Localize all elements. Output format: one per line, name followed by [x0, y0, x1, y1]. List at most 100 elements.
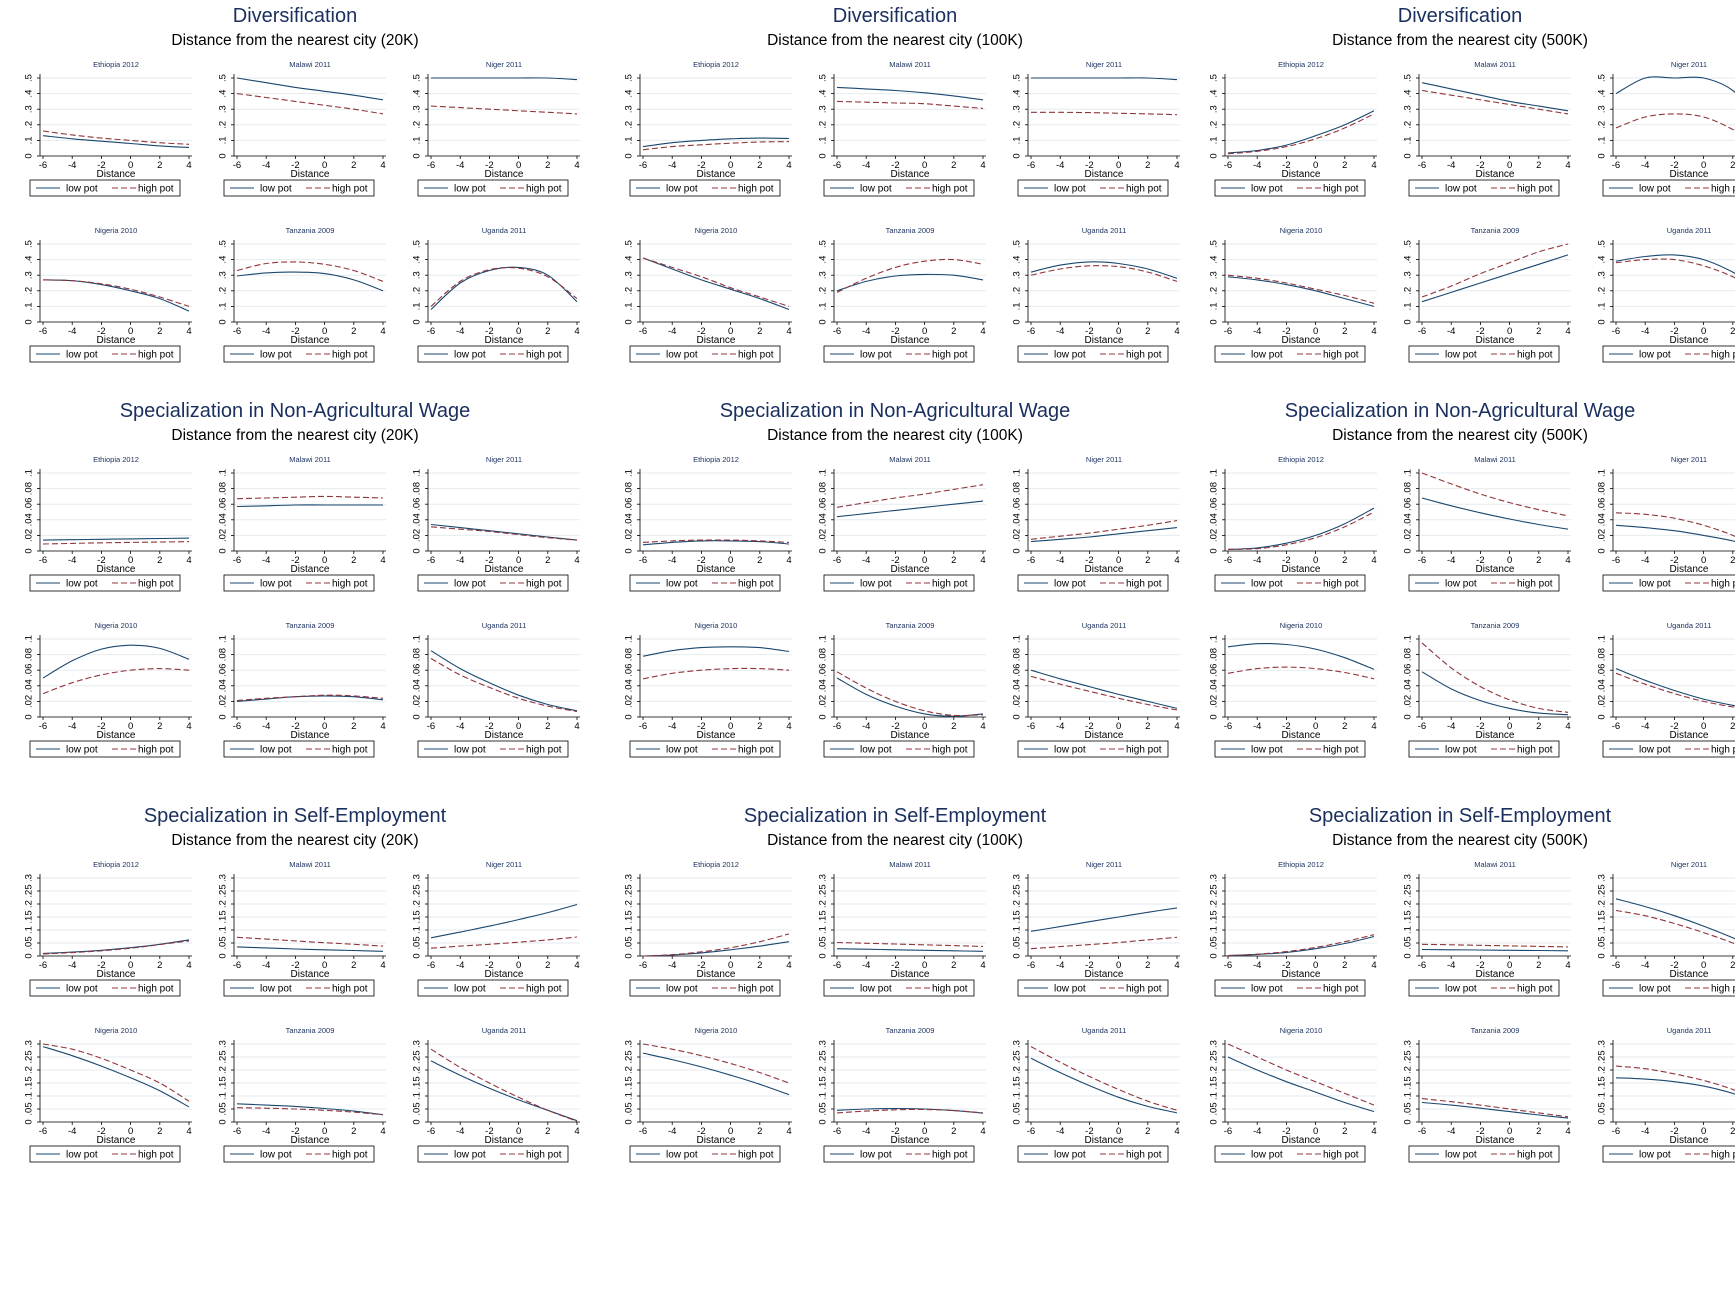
- y-tick-label: .2: [1596, 900, 1607, 908]
- panel-uganda-2011: Uganda 20110.1.2.3.4.5-6-4-2024Distancel…: [1583, 224, 1735, 407]
- panel-title: Tanzania 2009: [1471, 621, 1520, 630]
- panel-title: Malawi 2011: [289, 60, 331, 69]
- y-tick-label: .3: [23, 271, 34, 279]
- y-tick-label: .2: [217, 1066, 228, 1074]
- legend: low pot high pot: [1017, 1145, 1169, 1163]
- series-high-pot-line: [1421, 89, 1569, 115]
- series-high-pot-line: [836, 1108, 984, 1114]
- x-tick-label: -4: [668, 160, 676, 171]
- y-tick-label: .2: [817, 121, 828, 129]
- x-tick-label: -4: [1641, 721, 1649, 732]
- y-tick-label: 0: [817, 714, 828, 719]
- y-tick-label: .3: [817, 105, 828, 113]
- panel-ethiopia-2012: Ethiopia 2012 0 .05 .1 .15 .2 .25 .3 -6 -4 -2 0 2 4 Di…: [610, 858, 796, 1041]
- legend: low pot high pot: [629, 740, 781, 758]
- legend: low pot high pot: [823, 179, 975, 197]
- series-low-pot-line: [836, 500, 984, 518]
- y-tick-label: .3: [1402, 874, 1413, 882]
- legend-high-label: high pot: [138, 579, 174, 590]
- x-tick-label: -6: [1224, 326, 1232, 337]
- x-axis-label: Distance: [291, 564, 330, 575]
- y-tick-label: .15: [1596, 1076, 1607, 1089]
- x-tick-label: 2: [545, 721, 550, 732]
- x-tick-label: -4: [68, 160, 76, 171]
- chart-subtitle: Distance from the nearest city (500K): [1332, 832, 1588, 849]
- y-tick-label: .04: [623, 679, 634, 692]
- x-tick-label: -6: [1418, 326, 1426, 337]
- legend-low-label: low pot: [666, 984, 698, 995]
- y-tick-label: .1: [1596, 926, 1607, 934]
- panel-plot: Niger 2011 0 .05 .1 .15 .2 .25 .3 -6 -4 -2 0 2 4 Dista…: [1011, 860, 1180, 997]
- panel-title: Ethiopia 2012: [93, 455, 139, 464]
- legend: low pot high pot: [1408, 574, 1560, 592]
- series-low-pot-line: [430, 903, 578, 939]
- y-tick-label: 0: [217, 548, 228, 553]
- y-tick-label: .02: [817, 695, 828, 708]
- x-tick-label: -6: [233, 960, 241, 971]
- panel-tanzania-2009: Tanzania 2009 0 .02 .04 .06 .08 .1 -6 -4 -2 0 2 4 Dis…: [1389, 619, 1575, 802]
- x-axis-label: Distance: [97, 335, 136, 346]
- panel-plot: Uganda 20110.1.2.3.4.5-6-4-2024Distancel…: [1596, 226, 1735, 363]
- legend-high-label: high pot: [1126, 1150, 1162, 1161]
- series-high-pot-line: [1615, 512, 1735, 537]
- legend-low-label: low pot: [1445, 350, 1477, 361]
- legend-low-label: low pot: [1251, 350, 1283, 361]
- y-tick-label: .2: [1011, 121, 1022, 129]
- series-low-pot-line: [1615, 898, 1735, 940]
- legend-low-label: low pot: [860, 745, 892, 756]
- series-high-pot-line: [1421, 472, 1569, 517]
- y-tick-label: .2: [1402, 121, 1413, 129]
- x-tick-label: -6: [1027, 160, 1035, 171]
- x-tick-label: -2: [1282, 721, 1290, 732]
- legend: low pot high pot: [1602, 179, 1735, 197]
- y-tick-label: 0: [1402, 319, 1413, 324]
- y-tick-label: .2: [1011, 900, 1022, 908]
- panel-plot: Malawi 2011 0 .02 .04 .06 .08 .1 -6 -4 -2 0 2 4 Dista…: [1402, 455, 1571, 592]
- panel-uganda-2011: Uganda 2011 0 .05 .1 .15 .2 .25 .3 -6 -4 -2 0 2 4 Dist…: [998, 1024, 1184, 1207]
- panel-plot: Niger 2011 0 .02 .04 .06 .08 .1 -6 -4 -2 0 2 4 Distan…: [1011, 455, 1180, 592]
- panel-plot: Malawi 2011 0 .05 .1 .15 .2 .25 .3 -6 -4 -2 0 2 4 Dist…: [817, 860, 986, 997]
- x-tick-label: 0: [322, 721, 327, 732]
- legend: low pot high pot: [1602, 740, 1735, 758]
- x-tick-label: 4: [186, 721, 191, 732]
- chart-title: Diversification: [832, 5, 958, 27]
- y-tick-label: .5: [1402, 74, 1413, 82]
- panel-niger-2011: Niger 2011 0 .02 .04 .06 .08 .1 -6 -4 -2 0 2 4 Distan…: [398, 453, 584, 636]
- x-tick-label: 2: [1145, 555, 1150, 566]
- y-tick-label: .3: [217, 1040, 228, 1048]
- x-tick-label: 0: [922, 960, 927, 971]
- x-tick-label: 2: [951, 960, 956, 971]
- x-tick-label: 2: [1730, 555, 1735, 566]
- x-tick-label: 2: [1730, 960, 1735, 971]
- series-high-pot-line: [236, 694, 384, 702]
- y-tick-label: .3: [1208, 1040, 1219, 1048]
- legend-high-label: high pot: [1517, 579, 1553, 590]
- y-tick-label: .08: [817, 482, 828, 495]
- panel-plot: Tanzania 2009 0 .02 .04 .06 .08 .1 -6 -4 -2 0 2 4 Dis…: [1402, 621, 1571, 758]
- y-tick-label: .2: [623, 900, 634, 908]
- panel-ethiopia-2012: Ethiopia 2012 0 .1 .2 .3 .4 .5 -6 -4 -2 0 2 4 Distanc…: [10, 58, 196, 241]
- panel-nigeria-2010: Nigeria 2010 0 .02 .04 .06 .08 .1 -6 -4 -2 0 2 4 Dist…: [610, 619, 796, 802]
- panel-title: Niger 2011: [1671, 860, 1707, 869]
- y-tick-label: .1: [23, 469, 34, 477]
- y-tick-label: .25: [411, 1050, 422, 1063]
- series-high-pot-line: [1615, 1065, 1735, 1091]
- y-tick-label: .04: [1596, 679, 1607, 692]
- x-tick-label: 4: [574, 721, 579, 732]
- x-tick-label: 0: [1313, 160, 1318, 171]
- x-tick-label: -2: [697, 960, 705, 971]
- series-high-pot-line: [430, 658, 578, 713]
- x-tick-label: -2: [1476, 555, 1484, 566]
- y-tick-label: 0: [1011, 1119, 1022, 1124]
- panel-title: Nigeria 2010: [95, 226, 138, 235]
- y-tick-label: .06: [23, 664, 34, 677]
- x-tick-label: -4: [1641, 1126, 1649, 1137]
- x-axis-label: Distance: [291, 730, 330, 741]
- x-tick-label: -4: [68, 555, 76, 566]
- x-tick-label: 0: [1507, 160, 1512, 171]
- panel-plot: Ethiopia 2012 0 .05 .1 .15 .2 .25 .3 -6 -4 -2 0 2 4 Di…: [623, 860, 792, 997]
- panel-title: Niger 2011: [1086, 60, 1122, 69]
- y-tick-label: .06: [217, 498, 228, 511]
- x-tick-label: -2: [97, 721, 105, 732]
- legend-low-label: low pot: [1054, 984, 1086, 995]
